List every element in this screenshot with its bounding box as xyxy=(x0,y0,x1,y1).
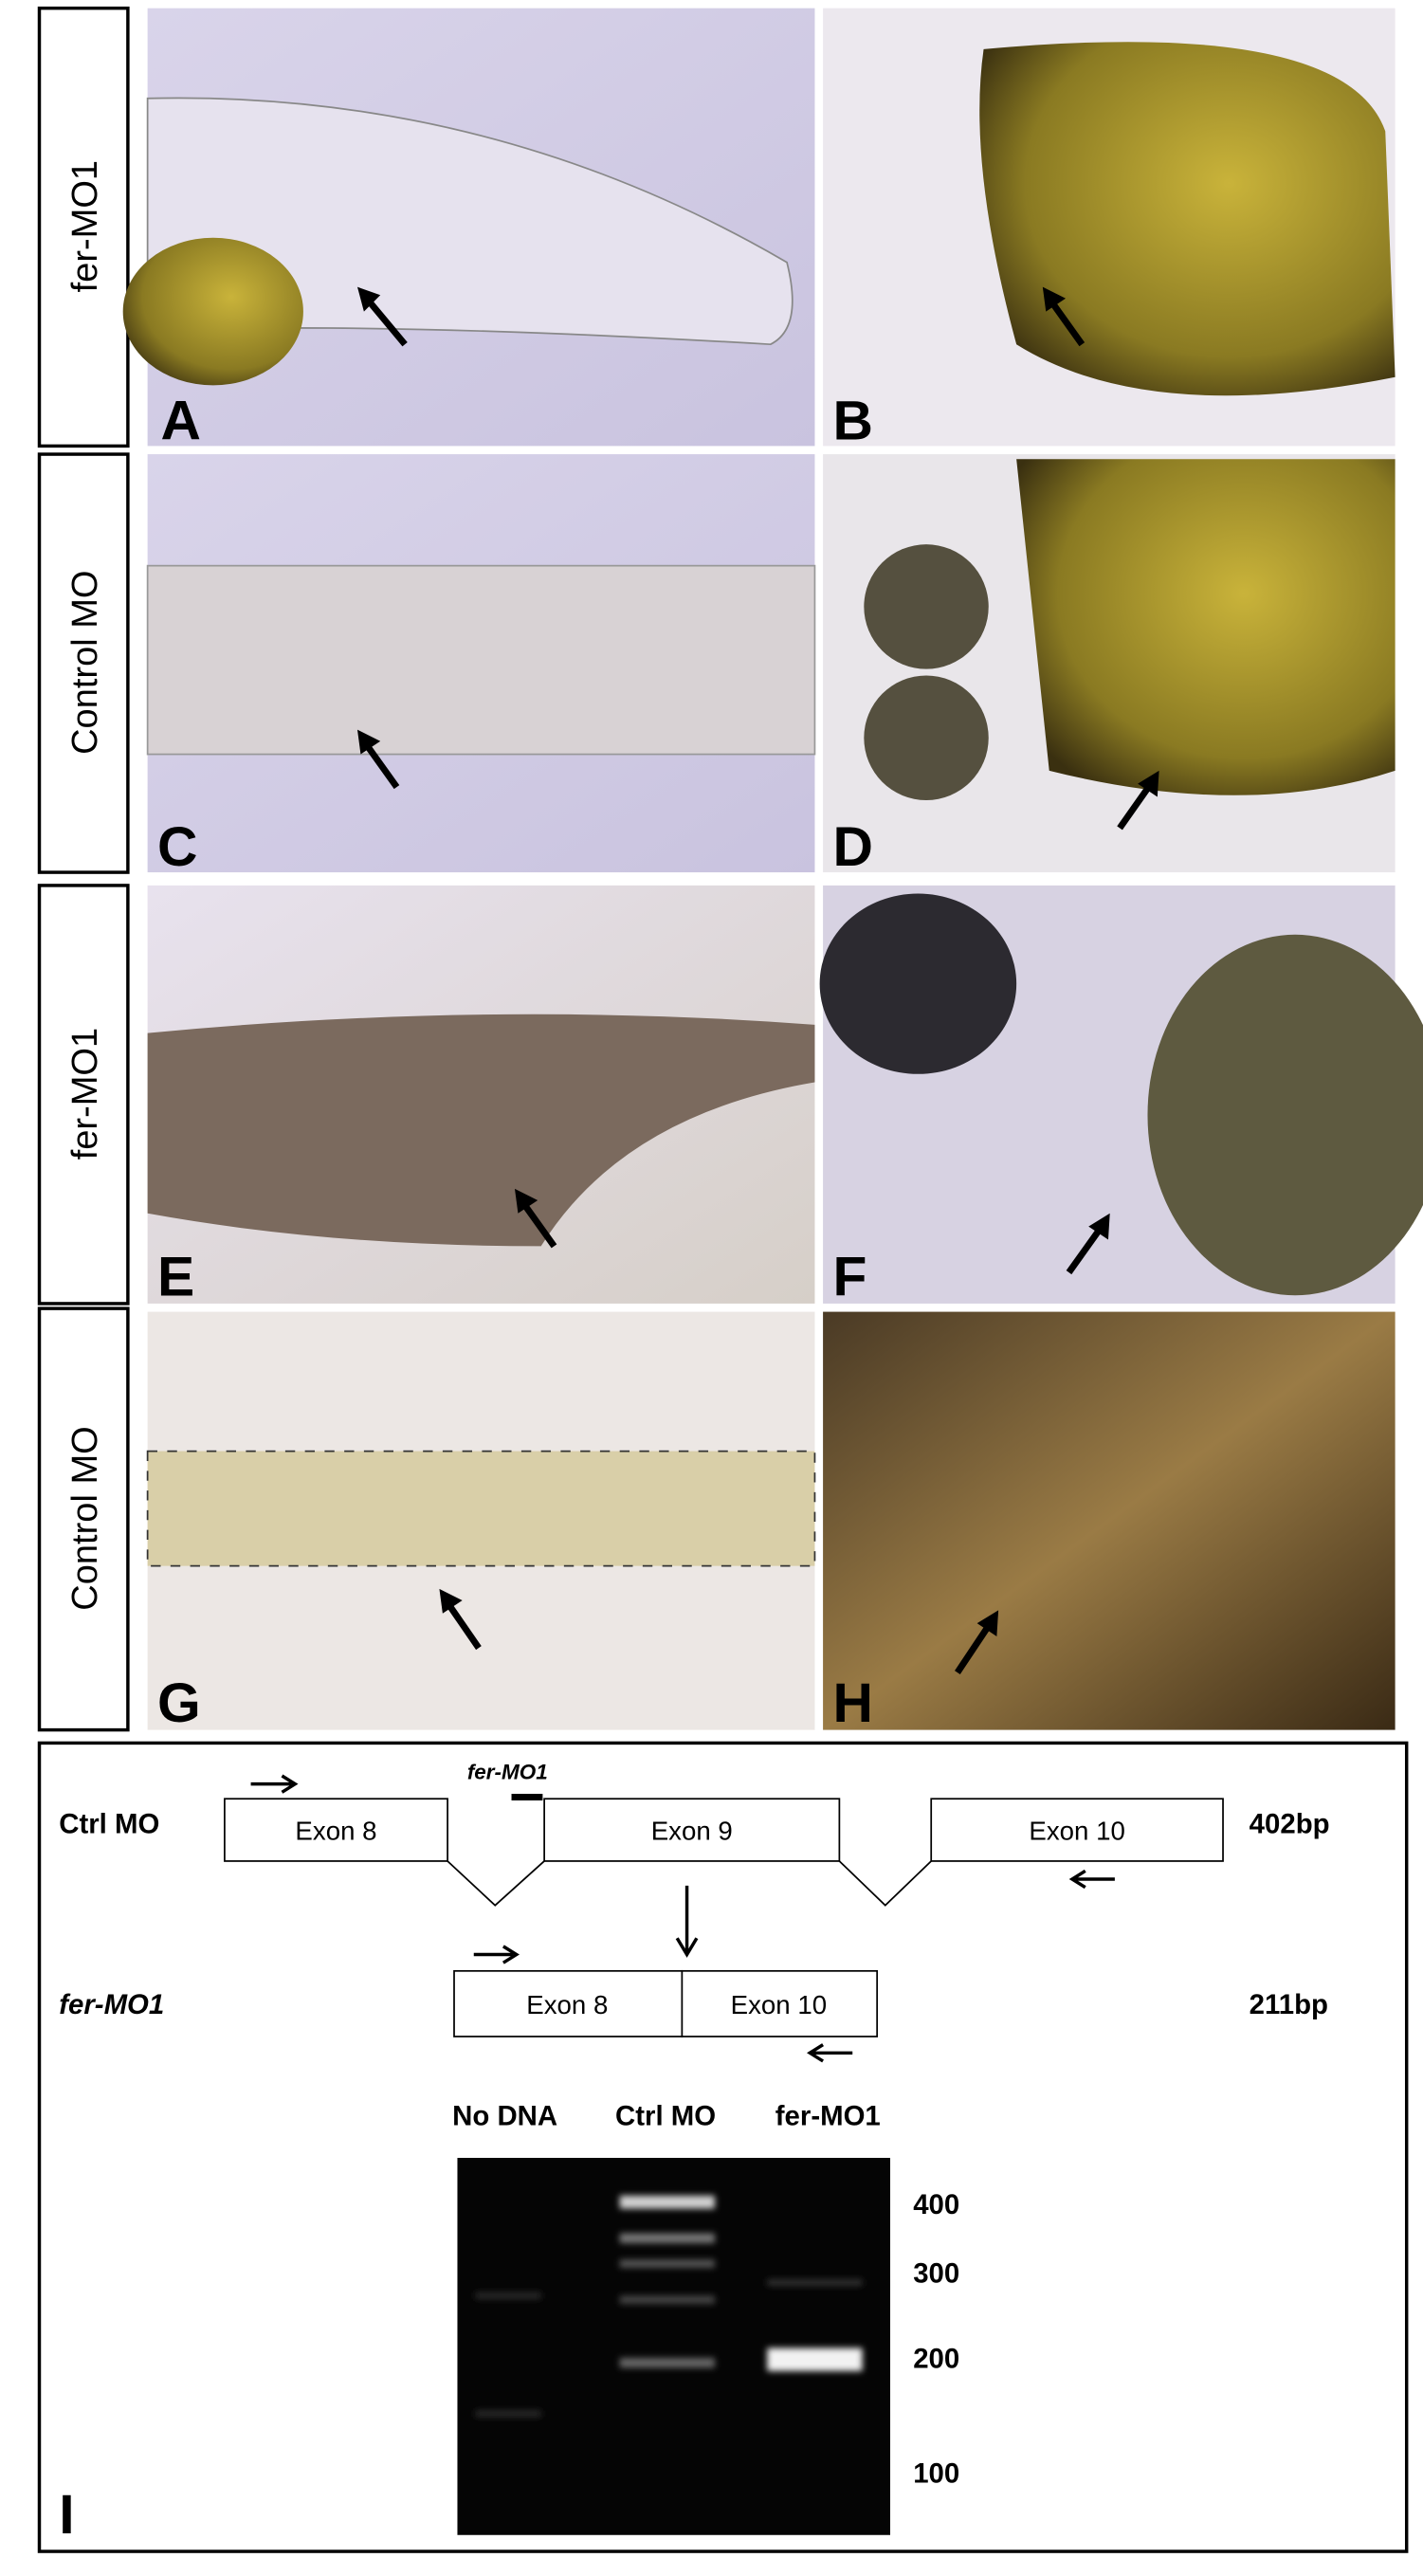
row-labels: fer-MO1 Control MO fer-MO1 Control MO xyxy=(37,6,130,1732)
exon xyxy=(453,1969,684,2037)
band xyxy=(767,2278,863,2286)
band xyxy=(619,2259,715,2268)
arrow xyxy=(955,1621,994,1674)
marker-label: 100 xyxy=(913,2457,959,2489)
product-size: 402bp xyxy=(1250,1809,1330,1840)
head xyxy=(819,893,1017,1074)
marker-label: 200 xyxy=(913,2343,959,2374)
panel-letter: A xyxy=(160,390,200,451)
exon-label: Exon 8 xyxy=(526,1990,608,2019)
primer-arrow xyxy=(473,1945,520,1964)
arrowhead xyxy=(1138,770,1159,797)
row-label-box xyxy=(37,1306,130,1732)
exon xyxy=(543,1798,841,1862)
arrowhead xyxy=(976,1610,999,1637)
lane-label: No DNA xyxy=(452,2100,557,2131)
arrowhead xyxy=(1088,1213,1110,1240)
row-label-box xyxy=(37,884,130,1306)
yolk xyxy=(1147,934,1423,1296)
panel-letter: F xyxy=(832,1246,867,1307)
intron xyxy=(447,1860,932,1907)
arrows xyxy=(356,286,1159,1674)
exon xyxy=(224,1798,448,1862)
primer-arrow xyxy=(1068,1869,1115,1890)
primer-arrow xyxy=(250,1774,299,1794)
band xyxy=(767,2348,863,2371)
lane-label: fer-MO1 xyxy=(775,2100,881,2131)
splice-arrow xyxy=(675,1885,699,1958)
row-label-box xyxy=(37,452,130,874)
exon-label: Exon 10 xyxy=(1029,1816,1124,1845)
panel-letter: I xyxy=(59,2484,74,2546)
product-size: 211bp xyxy=(1250,1989,1328,2020)
arrowhead xyxy=(514,1188,538,1214)
arrowhead xyxy=(1042,286,1067,312)
band xyxy=(619,2233,715,2243)
gel-bands xyxy=(475,2195,863,2418)
exon-label: Exon 9 xyxy=(651,1816,733,1845)
band xyxy=(619,2195,715,2209)
row-label: Control MO xyxy=(65,570,105,754)
panel-i: Ctrl MO fer-MO1 Exon 8 Exon 9 Exon 10 40… xyxy=(37,1741,1409,2553)
embryo xyxy=(146,1450,816,1567)
yolk xyxy=(122,237,303,386)
embryo xyxy=(146,564,816,756)
panel-letter: D xyxy=(832,816,872,878)
eye xyxy=(864,544,989,669)
panel-letter: G xyxy=(157,1672,201,1734)
panel-letter: H xyxy=(832,1672,872,1734)
arrow xyxy=(519,1197,557,1249)
yolk xyxy=(979,42,1396,396)
arrowhead xyxy=(356,286,381,312)
exon xyxy=(681,1969,879,2037)
row-label-box xyxy=(37,6,130,448)
row-label: fer-MO1 xyxy=(59,1989,164,2020)
yolk xyxy=(1016,459,1396,795)
arrow xyxy=(361,739,400,790)
arrow xyxy=(1066,1224,1104,1275)
embryo xyxy=(146,97,794,346)
lane-label: Ctrl MO xyxy=(615,2100,716,2131)
eye xyxy=(864,675,989,800)
arrow xyxy=(1117,781,1154,831)
panel-letter: E xyxy=(157,1246,194,1307)
photo xyxy=(823,1311,1396,1730)
row-label: Ctrl MO xyxy=(59,1809,159,1840)
band xyxy=(619,2295,715,2304)
exon-label: Exon 8 xyxy=(295,1816,376,1845)
panel-letters: A B C D E F G H xyxy=(157,390,873,1733)
morpholino-label: fer-MO1 xyxy=(467,1760,548,1783)
marker-label: 400 xyxy=(913,2189,959,2220)
row-label: fer-MO1 xyxy=(65,160,105,292)
band xyxy=(475,2410,541,2418)
arrowhead xyxy=(439,1588,463,1614)
band xyxy=(619,2357,715,2368)
arrow xyxy=(443,1599,482,1651)
embryo xyxy=(147,1014,815,1247)
panel-letter: C xyxy=(157,816,197,878)
photos xyxy=(122,8,1423,1730)
arrow xyxy=(1046,296,1085,347)
panel-letter: B xyxy=(832,390,872,451)
exon xyxy=(930,1798,1224,1862)
exon-label: Exon 10 xyxy=(731,1990,827,2019)
arrowhead xyxy=(356,729,381,755)
row-label: fer-MO1 xyxy=(65,1028,105,1160)
primer-arrow xyxy=(806,2043,853,2063)
marker-label: 300 xyxy=(913,2257,959,2289)
band xyxy=(475,2292,541,2299)
gel xyxy=(457,2157,890,2535)
row-label: Control MO xyxy=(65,1426,105,1610)
